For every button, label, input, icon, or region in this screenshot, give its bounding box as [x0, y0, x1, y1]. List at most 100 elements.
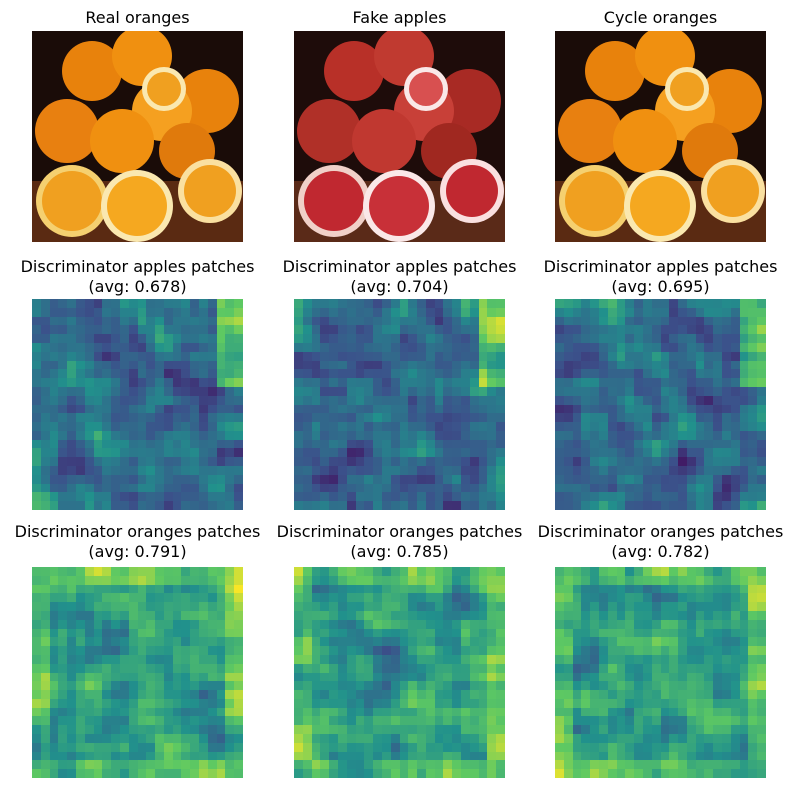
heatmap-cell — [461, 360, 470, 370]
heatmap-cell — [207, 672, 217, 682]
heatmap-cell — [49, 602, 59, 611]
heatmap-cell — [155, 707, 164, 717]
heatmap-cell — [75, 742, 85, 752]
heatmap-cell — [563, 492, 573, 502]
heatmap-cell — [555, 422, 564, 431]
heatmap-cell — [75, 360, 85, 370]
heatmap-cell — [234, 698, 243, 708]
heatmap-cell — [364, 466, 374, 475]
heatmap-cell — [452, 386, 462, 396]
heatmap-cell — [686, 584, 696, 594]
heatmap-cell — [704, 439, 714, 449]
heatmap-cell — [93, 439, 103, 449]
heatmap-cell — [337, 654, 347, 664]
heatmap-cell — [496, 567, 505, 576]
heatmap-cell — [302, 610, 312, 620]
heatmap-cell — [128, 378, 138, 387]
heatmap-cell — [469, 378, 479, 387]
heatmap-cell — [748, 316, 758, 326]
heatmap-cell — [399, 360, 409, 370]
heatmap-cell — [625, 672, 635, 682]
heatmap-cell — [478, 474, 488, 484]
heatmap-cell — [757, 378, 766, 387]
heatmap-cell — [408, 378, 418, 387]
heatmap-cell — [399, 602, 409, 611]
heatmap-cell — [713, 457, 723, 467]
heatmap-cell — [190, 299, 200, 308]
heatmap-cell — [364, 698, 374, 708]
heatmap-cell — [399, 439, 409, 449]
heatmap-cell — [563, 690, 573, 699]
heatmap-cell — [93, 663, 103, 673]
panel-title: Discriminator oranges patches — [276, 522, 523, 541]
heatmap-cell — [581, 404, 591, 414]
heatmap-cell — [686, 325, 696, 335]
heatmap-cell — [669, 378, 679, 387]
heatmap-cell — [408, 342, 418, 352]
heatmap-cell — [311, 769, 321, 778]
heatmap-cell — [32, 593, 41, 603]
heatmap-cell — [75, 698, 85, 708]
heatmap-cell — [84, 602, 94, 611]
heatmap-cell — [163, 610, 173, 620]
heatmap-cell — [302, 386, 312, 396]
heatmap-cell — [119, 386, 129, 396]
heatmap-cell — [111, 751, 120, 761]
heatmap-cell — [616, 413, 626, 423]
heatmap-cell — [704, 610, 714, 620]
heatmap-cell — [32, 769, 41, 778]
heatmap-cell — [607, 602, 617, 611]
heatmap-cell — [478, 734, 488, 743]
heatmap-cell — [739, 474, 749, 484]
heatmap-cell — [75, 316, 85, 326]
heatmap-cell — [111, 725, 120, 735]
heatmap-cell — [598, 584, 608, 594]
heatmap-cell — [598, 369, 608, 379]
heatmap-cell — [616, 619, 626, 629]
heatmap-cell — [452, 404, 462, 414]
heatmap-cell — [443, 492, 453, 502]
heatmap-cell — [199, 716, 208, 726]
heatmap-cell — [730, 378, 740, 387]
heatmap-cell — [678, 386, 687, 396]
heatmap-cell — [32, 716, 41, 726]
heatmap-cell — [58, 351, 68, 361]
heatmap-cell — [128, 672, 138, 682]
heatmap-cell — [199, 760, 208, 770]
heatmap-cell — [346, 448, 356, 458]
heatmap-cell — [616, 360, 626, 370]
heatmap-cell — [660, 448, 670, 458]
heatmap-cell — [461, 619, 470, 629]
heatmap-cell — [425, 610, 435, 620]
heatmap-cell — [417, 707, 426, 717]
heatmap-cell — [320, 646, 330, 655]
heatmap-cell — [425, 698, 435, 708]
heatmap-cell — [373, 307, 382, 317]
heatmap-cell — [590, 316, 599, 326]
heatmap-cell — [443, 299, 453, 308]
heatmap-cell — [163, 466, 173, 475]
heatmap-cell — [452, 474, 462, 484]
heatmap-cell — [172, 369, 182, 379]
heatmap-cell — [381, 492, 391, 502]
heatmap-cell — [634, 457, 643, 467]
heatmap-cell — [234, 316, 243, 326]
heatmap-cell — [163, 698, 173, 708]
heatmap-cell — [739, 342, 749, 352]
heatmap-cell — [748, 351, 758, 361]
heatmap-cell — [739, 430, 749, 440]
heatmap-cell — [40, 698, 50, 708]
heatmap-cell — [598, 742, 608, 752]
heatmap-cell — [364, 707, 374, 717]
heatmap-cell — [381, 483, 391, 493]
heatmap-cell — [461, 369, 470, 379]
heatmap-cell — [119, 457, 129, 467]
heatmap-cell — [207, 422, 217, 431]
heatmap-cell — [478, 501, 488, 510]
heatmap-cell — [713, 448, 723, 458]
heatmap-cell — [678, 325, 687, 335]
heatmap-cell — [496, 725, 505, 735]
heatmap-cell — [93, 422, 103, 431]
heatmap-cell — [216, 646, 226, 655]
heatmap-cell — [207, 725, 217, 735]
